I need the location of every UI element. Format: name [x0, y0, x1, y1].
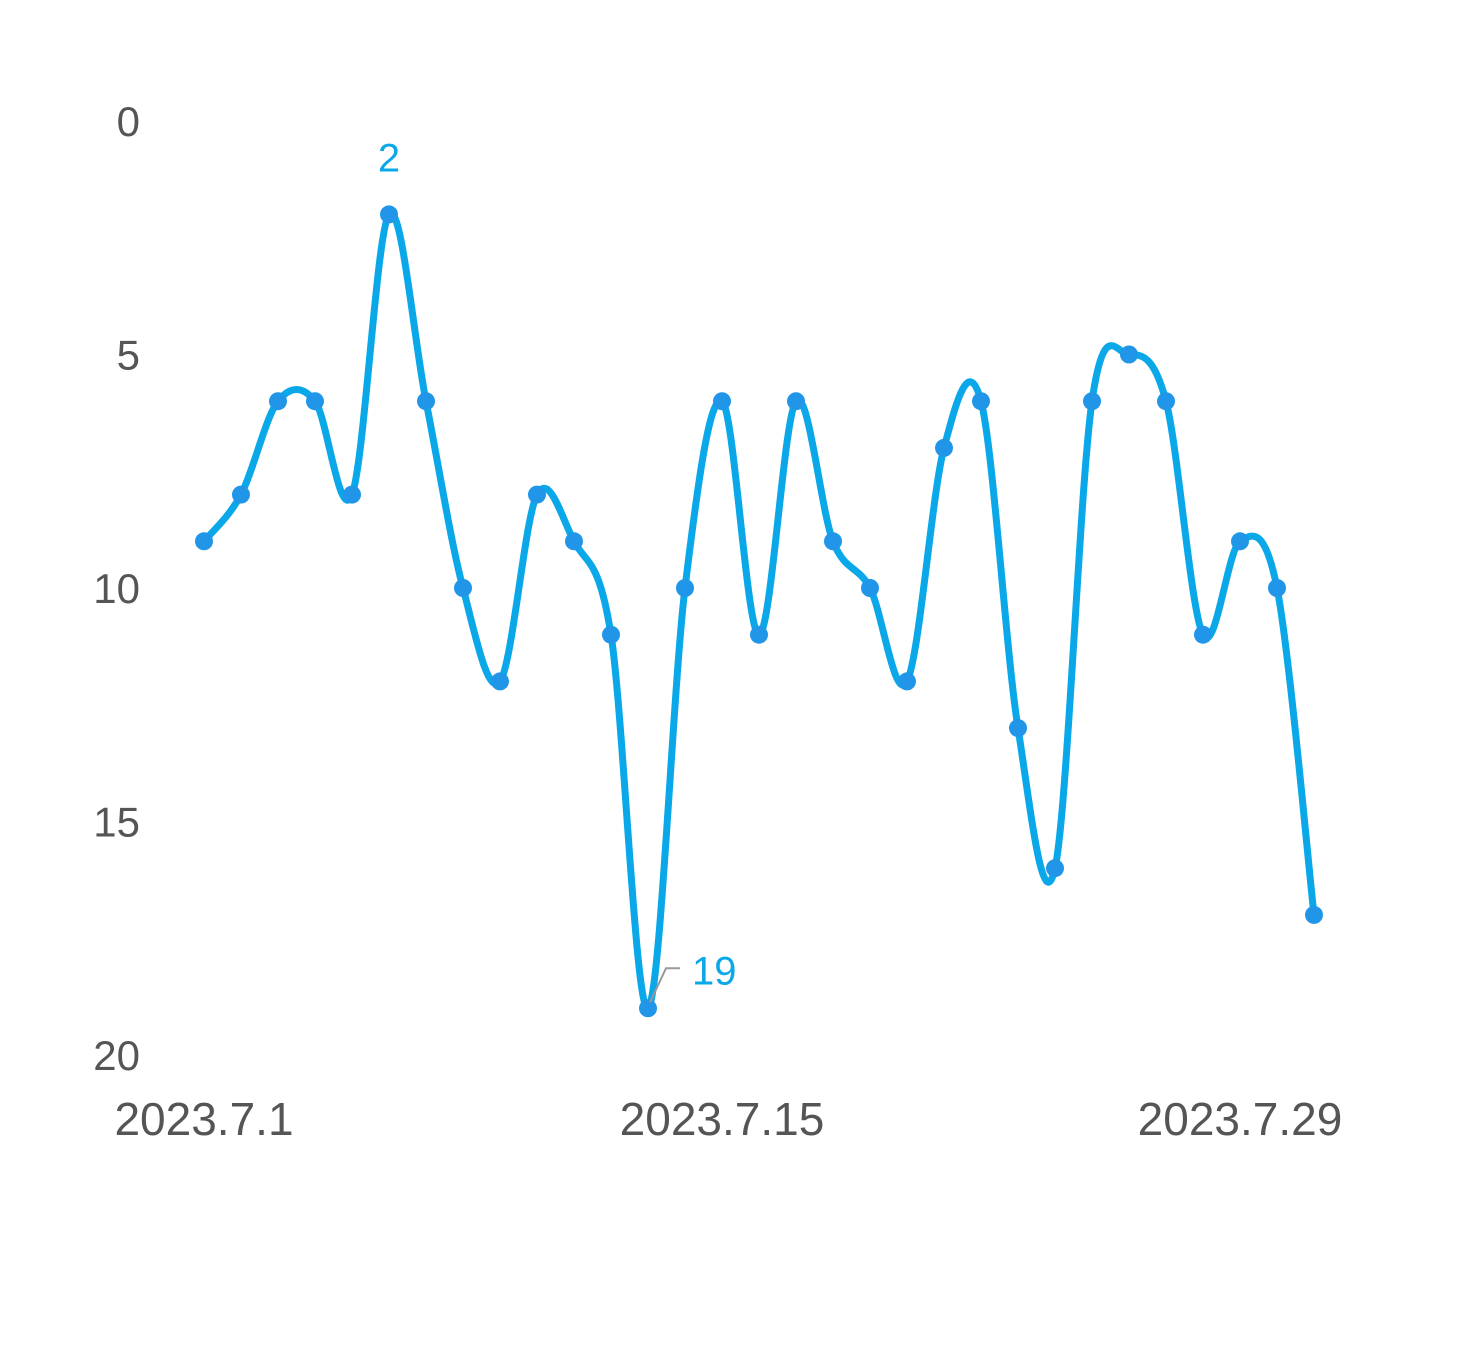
x-tick-label: 2023.7.15 [620, 1093, 825, 1145]
data-point [1268, 579, 1286, 597]
data-point [1231, 532, 1249, 551]
y-tick-label: 0 [117, 98, 140, 145]
data-point [1157, 392, 1175, 411]
data-point [898, 672, 916, 691]
data-point [195, 532, 213, 551]
data-point [269, 392, 287, 411]
x-tick-label: 2023.7.1 [114, 1093, 293, 1145]
y-tick-label: 5 [117, 332, 140, 379]
y-tick-label: 15 [93, 799, 140, 846]
data-point [454, 579, 472, 597]
x-tick-label: 2023.7.29 [1138, 1093, 1343, 1145]
y-tick-label: 10 [93, 565, 140, 612]
data-point [565, 532, 583, 551]
data-point [935, 438, 953, 457]
data-point [824, 532, 842, 551]
y-axis: 0 5 10 15 20 [93, 98, 140, 1079]
x-axis: 2023.7.1 2023.7.15 2023.7.29 [114, 1093, 1342, 1145]
data-point [750, 625, 768, 644]
data-point [1305, 905, 1323, 924]
data-point [491, 672, 509, 691]
data-point [417, 392, 435, 411]
data-point [861, 579, 879, 597]
data-point [602, 625, 620, 644]
data-point [380, 205, 398, 224]
data-point [639, 999, 657, 1018]
data-point [1194, 625, 1212, 644]
data-point [1009, 719, 1027, 738]
data-label: 19 [692, 949, 737, 993]
data-point [1046, 859, 1064, 878]
data-labels: 2 19 [378, 136, 737, 1003]
data-point [1083, 392, 1101, 411]
data-point [528, 485, 546, 504]
data-point [676, 579, 694, 597]
data-point [1120, 345, 1138, 364]
y-tick-label: 20 [93, 1032, 140, 1079]
data-point [232, 485, 250, 504]
data-point [787, 392, 805, 411]
series-line [200, 209, 1318, 1012]
label-leader-line [649, 967, 680, 1003]
data-point [343, 485, 361, 504]
data-point [972, 392, 990, 411]
data-points [195, 205, 1323, 1018]
data-point [713, 392, 731, 411]
data-point [306, 392, 324, 411]
data-label: 2 [378, 136, 400, 180]
